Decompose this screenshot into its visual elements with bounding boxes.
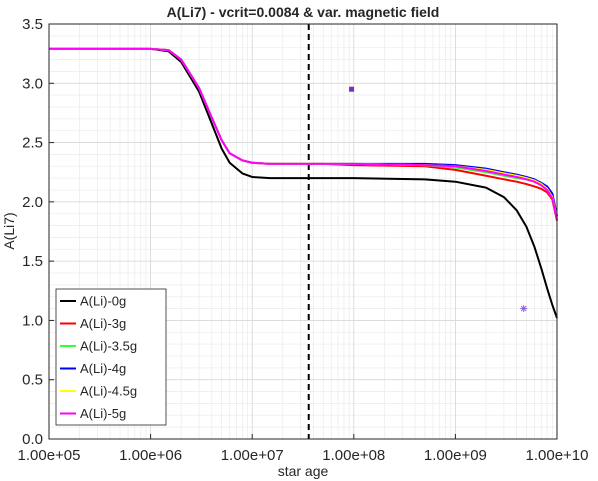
y-axis-label: A(Li7) xyxy=(1,212,17,249)
legend: A(Li)-0g A(Li)-3g A(Li)-3.5g A(Li)-4g A(Li)-… xyxy=(55,288,167,426)
asterisk-stroke xyxy=(520,305,527,312)
minor-grid xyxy=(49,23,557,440)
x-tick-label: 1.00e+06 xyxy=(119,447,182,464)
series-line xyxy=(49,47,558,319)
series-layer xyxy=(49,47,558,319)
legend-label: A(Li)-4.5g xyxy=(80,384,137,399)
y-tick-label: 2.0 xyxy=(22,194,43,211)
chart-title: A(Li7) - vcrit=0.0084 & var. magnetic fi… xyxy=(167,4,440,20)
series-line xyxy=(49,47,558,220)
legend-label: A(Li)-3.5g xyxy=(80,339,137,354)
legend-label: A(Li)-4g xyxy=(80,361,126,376)
x-tick-label: 1.00e+08 xyxy=(322,447,385,464)
y-tick-label: 1.5 xyxy=(22,253,43,270)
plot-frame xyxy=(48,23,558,440)
y-tick-label: 3.5 xyxy=(22,16,43,33)
y-tick-label: 0.5 xyxy=(22,372,43,389)
x-tick-label: 1.00e+07 xyxy=(221,447,284,464)
legend-box xyxy=(55,288,167,426)
x-axis-label: star age xyxy=(278,463,329,479)
y-tick-labels: 0.0 0.5 1.0 1.5 2.0 2.5 3.0 3.5 xyxy=(22,16,43,448)
asterisk-marker xyxy=(520,305,528,313)
square-marker xyxy=(349,86,355,92)
x-tick-label: 1.00e+09 xyxy=(424,447,487,464)
marker-layer xyxy=(349,86,528,313)
tick-marks xyxy=(48,23,558,440)
y-tick-label: 0.0 xyxy=(22,431,43,448)
x-tick-label: 1.00e+05 xyxy=(18,447,81,464)
y-tick-label: 2.5 xyxy=(22,135,43,152)
legend-label: A(Li)-0g xyxy=(80,294,126,309)
legend-label: A(Li)-5g xyxy=(80,406,126,421)
y-tick-label: 1.0 xyxy=(22,312,43,329)
legend-label: A(Li)-3g xyxy=(80,316,126,331)
x-tick-label: 1.00e+10 xyxy=(526,447,589,464)
y-tick-label: 3.0 xyxy=(22,75,43,92)
x-tick-labels: 1.00e+05 1.00e+06 1.00e+07 1.00e+08 1.00e+09… xyxy=(18,447,589,464)
